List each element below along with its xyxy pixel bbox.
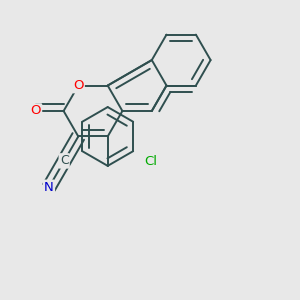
Text: O: O <box>30 104 41 118</box>
Text: O: O <box>73 79 83 92</box>
Text: N: N <box>44 181 54 194</box>
Text: C: C <box>60 154 69 167</box>
Text: Cl: Cl <box>145 155 158 168</box>
